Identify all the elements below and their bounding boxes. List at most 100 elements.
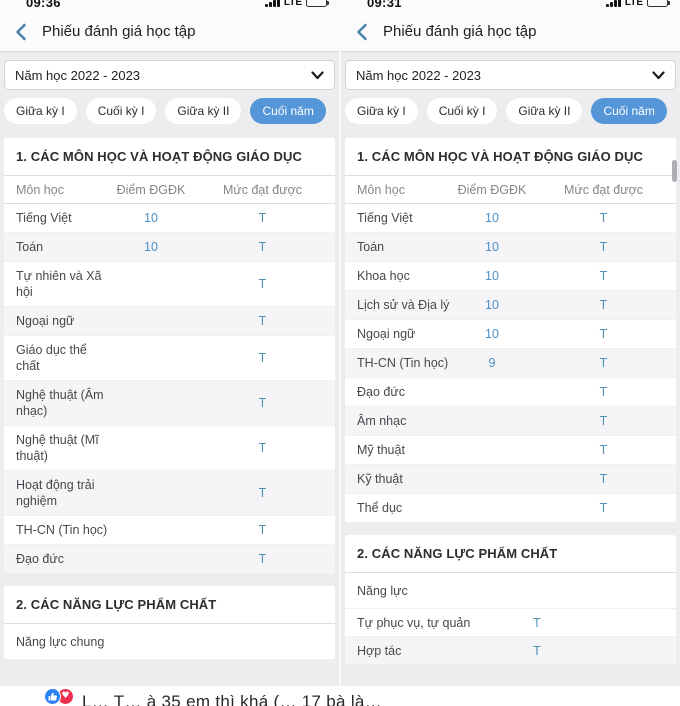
reaction-icons[interactable]: ♥ — [44, 688, 74, 705]
subject-level: T — [258, 441, 267, 455]
term-tab[interactable]: Giữa kỳ II — [165, 98, 242, 124]
table-row: Ngoại ngữ T — [4, 307, 335, 336]
subject-name: Ngoại ngữ — [357, 327, 416, 341]
table-row: Tiếng Việt 10 T — [345, 204, 676, 233]
table-row: Tự nhiên và Xã hội T — [4, 262, 335, 307]
chevron-down-icon — [652, 70, 665, 79]
table-row: Tự phục vụ, tự quản T — [345, 609, 676, 637]
section1-title: 1. CÁC MÔN HỌC VÀ HOẠT ĐỘNG GIÁO DỤC — [345, 138, 676, 176]
competency-level: T — [533, 615, 541, 630]
subject-score: 10 — [485, 269, 499, 283]
term-tab-label: Cuối năm — [262, 104, 314, 118]
school-year-select[interactable]: Năm học 2022 - 2023 — [4, 60, 335, 90]
subjects-card: 1. CÁC MÔN HỌC VÀ HOẠT ĐỘNG GIÁO DỤC Môn… — [4, 138, 335, 574]
table-row: Tiếng Việt 10 T — [4, 204, 335, 233]
status-bar: 09:31 LTE — [341, 0, 680, 12]
chevron-left-icon — [357, 23, 367, 40]
subjects-table-body: Tiếng Việt 10 T Toán 10 T Tự nhiên và Xã… — [4, 204, 335, 574]
battery-icon — [647, 0, 670, 7]
col-level: Mức đạt được — [222, 182, 303, 197]
subject-level: T — [599, 501, 608, 515]
table-row: Toán 10 T — [345, 233, 676, 262]
subject-level: T — [599, 472, 608, 486]
subject-score: 10 — [485, 298, 499, 312]
table-row: Khoa học 10 T — [345, 262, 676, 291]
table-row: Hợp tác T — [345, 637, 676, 665]
school-year-select[interactable]: Năm học 2022 - 2023 — [345, 60, 676, 90]
back-button[interactable] — [351, 21, 373, 43]
network-type-label: LTE — [624, 0, 643, 8]
col-score: Điểm ĐGĐK — [116, 182, 186, 197]
table-row: TH-CN (Tin học) T — [4, 516, 335, 545]
page-title: Phiếu đánh giá học tập — [383, 23, 537, 40]
subject-name: Âm nhạc — [357, 414, 407, 428]
subject-score: 10 — [144, 211, 158, 225]
subject-name: Nghệ thuật (Âm nhạc) — [16, 388, 104, 418]
subject-level: T — [599, 414, 608, 428]
subject-name: Tiếng Việt — [16, 211, 72, 225]
term-tabs: Giữa kỳ I Cuối kỳ I Giữa kỳ II Cuối năm — [345, 98, 676, 124]
nav-bar: Phiếu đánh giá học tập — [341, 12, 680, 52]
competency-name: Tự phục vụ, tự quản — [357, 615, 471, 630]
term-tab-label: Giữa kỳ I — [16, 104, 65, 118]
battery-icon — [306, 0, 329, 7]
chevron-left-icon — [16, 23, 26, 40]
table-row: Hoạt động trải nghiệm T — [4, 471, 335, 516]
signal-strength-icon — [606, 0, 621, 7]
term-tab-label: Giữa kỳ II — [177, 104, 230, 118]
term-tab[interactable]: Cuối năm — [591, 98, 667, 124]
competencies-card: 2. CÁC NĂNG LỰC PHẨM CHẤT Năng lực chung — [4, 586, 335, 660]
term-tab[interactable]: Cuối năm — [250, 98, 326, 124]
table-row: Giáo dục thể chất T — [4, 336, 335, 381]
subject-level: T — [599, 269, 608, 283]
term-tab-label: Cuối kỳ I — [438, 104, 486, 118]
subject-level: T — [599, 298, 608, 312]
status-time: 09:36 — [26, 0, 61, 10]
col-level: Mức đạt được — [563, 182, 644, 197]
subject-name: Kỹ thuật — [357, 472, 403, 486]
competencies-card: 2. CÁC NĂNG LỰC PHẨM CHẤT Năng lực Tự ph… — [345, 535, 676, 665]
table-header: Môn học Điểm ĐGĐK Mức đạt được — [4, 176, 335, 204]
term-tab-label: Giữa kỳ I — [357, 104, 406, 118]
status-time: 09:31 — [367, 0, 402, 10]
subject-name: Khoa học — [357, 269, 410, 283]
subject-name: TH-CN (Tin học) — [357, 356, 449, 370]
term-tab[interactable]: Cuối kỳ I — [426, 98, 498, 124]
like-reaction-icon[interactable] — [44, 688, 61, 705]
table-row: Lịch sử và Địa lý 10 T — [345, 291, 676, 320]
subject-name: Thể dục — [357, 501, 403, 515]
scrollbar-thumb[interactable] — [672, 160, 677, 182]
section2-title: 2. CÁC NĂNG LỰC PHẨM CHẤT — [4, 586, 335, 624]
subject-score: 10 — [144, 240, 158, 254]
term-tab[interactable]: Giữa kỳ I — [345, 98, 418, 124]
subject-name: TH-CN (Tin học) — [16, 523, 108, 537]
subject-level: T — [599, 327, 608, 341]
subject-name: Nghệ thuật (Mĩ thuật) — [16, 433, 99, 463]
table-header: Môn học Điểm ĐGĐK Mức đạt được — [345, 176, 676, 204]
network-type-label: LTE — [283, 0, 302, 8]
subject-level: T — [258, 240, 267, 254]
table-row: Ngoại ngữ 10 T — [345, 320, 676, 349]
subject-level: T — [599, 356, 608, 370]
term-tab[interactable]: Giữa kỳ I — [4, 98, 77, 124]
caption-text: L… T… à 35 em thì khá (… 17 bà là… — [82, 692, 382, 706]
table-row: Mỹ thuật T — [345, 436, 676, 465]
chevron-down-icon — [311, 70, 324, 79]
col-score: Điểm ĐGĐK — [457, 182, 527, 197]
subject-name: Toán — [357, 240, 385, 254]
table-row: Đạo đức T — [4, 545, 335, 574]
subject-name: Toán — [16, 240, 44, 254]
subject-name: Mỹ thuật — [357, 443, 405, 457]
subject-name: Lịch sử và Địa lý — [357, 298, 450, 312]
school-year-value: Năm học 2022 - 2023 — [356, 67, 482, 83]
table-row: TH-CN (Tin học) 9 T — [345, 349, 676, 378]
back-button[interactable] — [10, 21, 32, 43]
term-tab[interactable]: Giữa kỳ II — [506, 98, 583, 124]
caption-strip: ♥ L… T… à 35 em thì khá (… 17 bà là… — [0, 686, 680, 706]
section2-title: 2. CÁC NĂNG LỰC PHẨM CHẤT — [345, 535, 676, 573]
table-row: Nghệ thuật (Âm nhạc) T — [4, 381, 335, 426]
status-bar: 09:36 LTE — [0, 0, 339, 12]
table-row: Toán 10 T — [4, 233, 335, 262]
term-tab[interactable]: Cuối kỳ I — [85, 98, 157, 124]
term-tab-label: Giữa kỳ II — [518, 104, 571, 118]
